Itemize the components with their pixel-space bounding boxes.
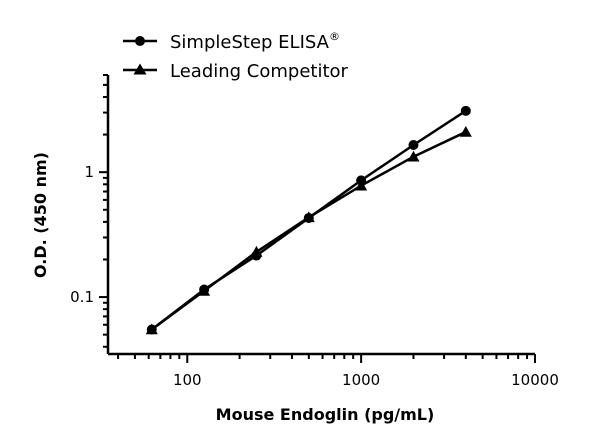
data-point-triangle <box>302 211 315 223</box>
x-tick-label: 100 <box>173 371 202 389</box>
data-point-circle <box>408 140 419 151</box>
y-tick-label: 0.1 <box>70 288 94 306</box>
legend-marker-circle-icon <box>135 36 145 46</box>
axes: 100 1000 10000 0.1 1 <box>70 74 559 389</box>
series-line-2 <box>151 130 467 331</box>
data-point-circle <box>460 105 471 116</box>
data-point-triangle <box>250 245 263 257</box>
data-point-triangle <box>355 179 368 191</box>
x-axis-title: Mouse Endoglin (pg/mL) <box>216 405 435 424</box>
data-point-triangle <box>145 323 158 335</box>
data-marks <box>145 105 472 335</box>
legend-label-series-1-text: SimpleStep ELISA <box>170 32 330 53</box>
data-point-triangle <box>198 284 211 296</box>
legend: SimpleStep ELISA® Leading Competitor <box>123 30 349 82</box>
y-axis-title: O.D. (450 nm) <box>31 152 50 278</box>
data-point-triangle <box>407 150 420 162</box>
y-tick-label: 1 <box>84 163 94 181</box>
legend-label-series-1: SimpleStep ELISA® <box>170 30 340 53</box>
x-tick-label: 1000 <box>342 371 380 389</box>
x-tick-label: 10000 <box>511 371 559 389</box>
legend-label-series-2: Leading Competitor <box>170 61 349 82</box>
legend-marker-triangle-icon <box>133 63 147 75</box>
legend-item-series-2: Leading Competitor <box>123 61 349 82</box>
legend-item-series-1: SimpleStep ELISA® <box>123 30 340 53</box>
legend-label-series-1-sup: ® <box>329 30 340 43</box>
data-point-triangle <box>459 125 472 137</box>
